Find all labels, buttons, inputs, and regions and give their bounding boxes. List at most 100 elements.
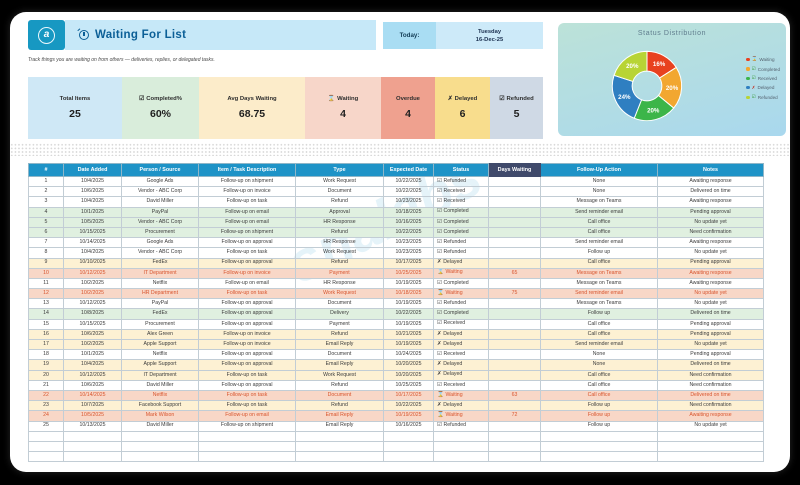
cell-date[interactable]: 10/2/2025: [63, 288, 122, 300]
cell-item[interactable]: Follow-up on approval: [198, 308, 296, 320]
today-label-cell[interactable]: Today:: [383, 22, 436, 49]
cell-type[interactable]: Refund: [295, 257, 384, 269]
cell-days[interactable]: [488, 338, 541, 351]
cell-type[interactable]: Work Request: [295, 369, 384, 381]
cell-status[interactable]: ☑ Refunded: [433, 237, 489, 249]
cell-status[interactable]: ☑ Refunded: [433, 247, 489, 259]
cell-notes[interactable]: Need confirmation: [657, 369, 764, 381]
cell-date[interactable]: 10/12/2025: [63, 267, 122, 279]
cell-type[interactable]: Work Request: [295, 175, 384, 188]
cell-expected[interactable]: 10/22/2025: [383, 308, 434, 320]
cell-n[interactable]: 18: [28, 349, 64, 361]
cell-expected[interactable]: 10/22/2025: [383, 175, 434, 188]
cell-notes[interactable]: Need confirmation: [657, 379, 764, 391]
cell-type[interactable]: Document: [295, 298, 384, 310]
cell-item[interactable]: Follow-up on invoice: [198, 186, 296, 198]
cell-days[interactable]: [488, 257, 541, 269]
cell-status[interactable]: ✗ Delayed: [433, 369, 489, 381]
cell-type[interactable]: HR Response: [295, 277, 384, 290]
cell-item[interactable]: Follow-up on invoice: [198, 267, 296, 279]
cell-person[interactable]: Google Ads: [121, 175, 199, 188]
cell-type[interactable]: Work Request: [295, 288, 384, 300]
cell-expected[interactable]: 10/22/2025: [383, 186, 434, 198]
cell-status[interactable]: ☑ Received: [433, 186, 489, 198]
cell-date[interactable]: 10/2/2025: [63, 338, 122, 351]
cell-follow[interactable]: Follow up: [540, 308, 658, 320]
cell-person[interactable]: Vendor - ABC Corp: [121, 216, 199, 228]
cell-person[interactable]: Netflix: [121, 277, 199, 290]
cell-notes[interactable]: Awaiting response: [657, 175, 764, 188]
cell-notes[interactable]: Need confirmation: [657, 400, 764, 412]
cell-follow[interactable]: None: [540, 186, 658, 198]
cell-type[interactable]: HR Response: [295, 237, 384, 249]
cell-follow[interactable]: Call office: [540, 216, 658, 228]
cell-n[interactable]: 5: [28, 216, 64, 228]
cell-n[interactable]: 23: [28, 400, 64, 412]
empty-cell[interactable]: [198, 451, 296, 463]
cell-follow[interactable]: Message on Teams: [540, 196, 658, 208]
cell-follow[interactable]: None: [540, 359, 658, 371]
cell-item[interactable]: Follow-up on invoice: [198, 338, 296, 351]
cell-person[interactable]: Facebook Support: [121, 400, 199, 412]
cell-notes[interactable]: Awaiting response: [657, 410, 764, 422]
empty-cell[interactable]: [488, 451, 541, 463]
cell-date[interactable]: 10/1/2025: [63, 206, 122, 218]
empty-cell[interactable]: [433, 440, 489, 453]
cell-follow[interactable]: Follow up: [540, 420, 658, 432]
cell-person[interactable]: Netflix: [121, 349, 199, 361]
cell-notes[interactable]: Pending approval: [657, 257, 764, 269]
cell-expected[interactable]: 10/19/2025: [383, 410, 434, 422]
cell-type[interactable]: Email Reply: [295, 338, 384, 351]
cell-n[interactable]: 12: [28, 288, 64, 300]
cell-type[interactable]: Document: [295, 389, 384, 402]
cell-days[interactable]: [488, 206, 541, 218]
cell-person[interactable]: Netflix: [121, 389, 199, 402]
cell-status[interactable]: ☑ Refunded: [433, 420, 489, 432]
cell-notes[interactable]: Awaiting response: [657, 277, 764, 290]
cell-follow[interactable]: None: [540, 349, 658, 361]
cell-notes[interactable]: No update yet: [657, 288, 764, 300]
cell-expected[interactable]: 10/19/2025: [383, 298, 434, 310]
cell-n[interactable]: 17: [28, 338, 64, 351]
cell-notes[interactable]: No update yet: [657, 298, 764, 310]
cell-notes[interactable]: No update yet: [657, 216, 764, 228]
cell-follow[interactable]: Send reminder email: [540, 237, 658, 249]
cell-follow[interactable]: Follow up: [540, 247, 658, 259]
empty-cell[interactable]: [295, 451, 384, 463]
cell-expected[interactable]: 10/18/2025: [383, 288, 434, 300]
cell-notes[interactable]: No update yet: [657, 247, 764, 259]
cell-item[interactable]: Follow-up on approval: [198, 359, 296, 371]
cell-expected[interactable]: 10/21/2025: [383, 328, 434, 341]
empty-cell[interactable]: [28, 451, 64, 463]
cell-notes[interactable]: Pending approval: [657, 349, 764, 361]
cell-type[interactable]: Refund: [295, 328, 384, 341]
cell-days[interactable]: [488, 247, 541, 259]
cell-item[interactable]: Follow-up on invoice: [198, 328, 296, 341]
cell-date[interactable]: 10/15/2025: [63, 318, 122, 330]
cell-item[interactable]: Follow-up on shipment: [198, 226, 296, 239]
cell-notes[interactable]: Pending approval: [657, 206, 764, 218]
cell-item[interactable]: Follow-up on approval: [198, 237, 296, 249]
cell-date[interactable]: 10/5/2025: [63, 216, 122, 228]
cell-status[interactable]: ✗ Delayed: [433, 400, 489, 412]
cell-status[interactable]: ✗ Delayed: [433, 338, 489, 351]
cell-date[interactable]: 10/4/2025: [63, 175, 122, 188]
cell-person[interactable]: Vendor - ABC Corp: [121, 247, 199, 259]
empty-cell[interactable]: [63, 451, 122, 463]
cell-date[interactable]: 10/4/2025: [63, 247, 122, 259]
cell-person[interactable]: Google Ads: [121, 237, 199, 249]
empty-cell[interactable]: [540, 430, 658, 442]
cell-item[interactable]: Follow-up on task: [198, 196, 296, 208]
cell-expected[interactable]: 10/24/2025: [383, 349, 434, 361]
cell-notes[interactable]: Delivered on time: [657, 186, 764, 198]
cell-status[interactable]: ⌛ Waiting: [433, 410, 489, 422]
cell-person[interactable]: PayPal: [121, 298, 199, 310]
cell-item[interactable]: Follow-up on email: [198, 216, 296, 228]
empty-cell[interactable]: [63, 430, 122, 442]
cell-status[interactable]: ☑ Completed: [433, 226, 489, 239]
cell-status[interactable]: ☑ Completed: [433, 277, 489, 290]
cell-expected[interactable]: 10/23/2025: [383, 247, 434, 259]
cell-item[interactable]: Follow-up on approval: [198, 349, 296, 361]
cell-status[interactable]: ⌛ Waiting: [433, 389, 489, 402]
cell-type[interactable]: Approval: [295, 206, 384, 218]
